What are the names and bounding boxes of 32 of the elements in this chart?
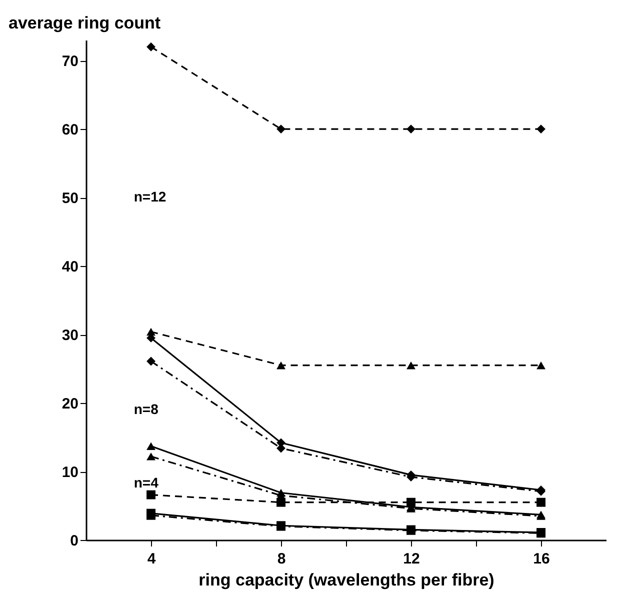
y-tick-label: 30	[62, 327, 78, 344]
point	[276, 361, 286, 370]
point	[406, 124, 416, 134]
y-axis-title: average ring count	[8, 14, 161, 32]
annotation: n=12	[134, 188, 166, 204]
point	[536, 498, 546, 507]
point	[276, 124, 286, 134]
x-tick-label: 4	[147, 550, 156, 568]
point	[146, 452, 156, 460]
y-tick-label: 50	[62, 190, 78, 208]
point	[276, 498, 286, 507]
y-tick-label: 20	[62, 396, 78, 413]
point	[406, 498, 416, 507]
point	[146, 356, 156, 366]
y-tick-label: 40	[62, 258, 78, 276]
point	[536, 124, 546, 134]
y-tick-label: 10	[62, 464, 78, 482]
point	[146, 442, 156, 450]
point	[146, 328, 156, 336]
y-tick-label: 0	[70, 532, 78, 550]
point	[536, 361, 546, 370]
x-tick-label: 8	[277, 550, 286, 568]
point	[406, 361, 416, 370]
x-tick-label: 12	[403, 550, 420, 568]
x-axis-title: ring capacity (wavelengths per fibre)	[198, 570, 494, 590]
y-tick-label: 70	[62, 53, 78, 70]
x-tick-label: 16	[533, 550, 550, 568]
annotation: n=8	[134, 401, 159, 417]
y-tick-label: 60	[62, 122, 78, 139]
point	[146, 490, 156, 500]
annotation: n=4	[134, 474, 159, 490]
point	[146, 42, 156, 52]
